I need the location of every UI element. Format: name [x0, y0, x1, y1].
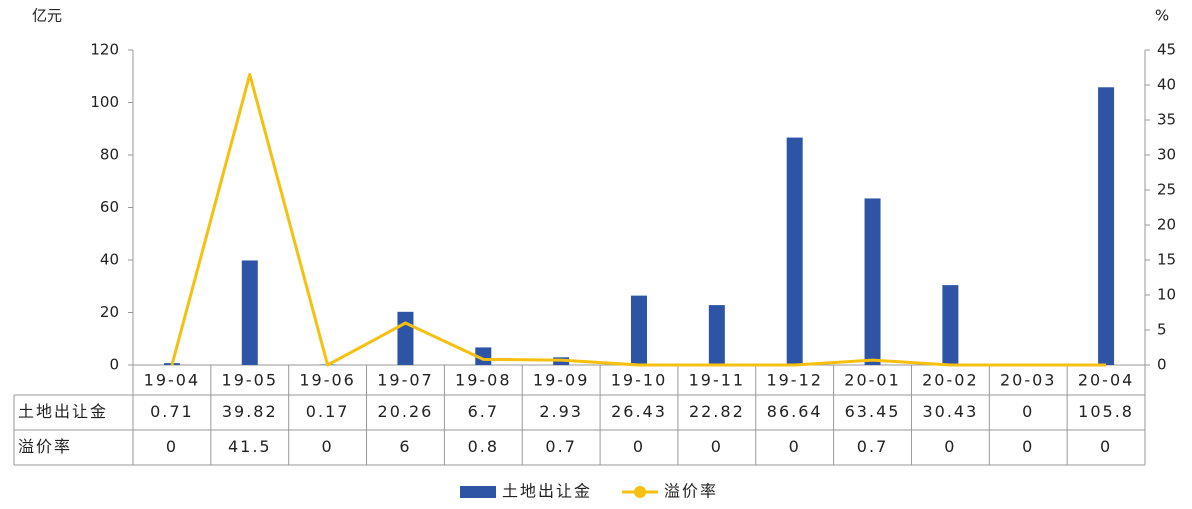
bar — [241, 260, 258, 365]
table-row-label: 土地出让金 — [18, 402, 108, 421]
y-tick-label: 0 — [109, 356, 119, 374]
bar — [397, 311, 414, 365]
y2-tick-label: 25 — [1157, 181, 1176, 199]
bar — [631, 295, 647, 365]
table-cell: 0 — [322, 437, 334, 456]
y2-axis-label: % — [1155, 7, 1169, 25]
table-cell: 41.5 — [228, 437, 272, 456]
table-cell: 0.7 — [545, 437, 576, 456]
table-cell: 0 — [789, 437, 801, 456]
table-cell: 0.7 — [857, 437, 888, 456]
y2-tick-label: 45 — [1157, 41, 1176, 59]
y2-tick-label: 10 — [1157, 286, 1176, 304]
bar — [942, 285, 959, 365]
legend-swatch — [460, 486, 496, 498]
bar — [708, 305, 725, 365]
x-tick-label: 19-09 — [533, 371, 590, 390]
legend-label: 土地出让金 — [502, 482, 592, 501]
y2-tick-label: 0 — [1157, 356, 1167, 374]
y-axis-label: 亿元 — [32, 7, 62, 25]
table-cell: 0 — [1022, 402, 1034, 421]
bar — [864, 198, 881, 365]
table-cell: 0.17 — [306, 402, 350, 421]
y2-tick-label: 15 — [1157, 251, 1176, 269]
y-tick-label: 100 — [90, 93, 119, 111]
y-tick-label: 20 — [100, 303, 119, 321]
table-cell: 6.7 — [468, 402, 499, 421]
x-tick-label: 20-01 — [844, 371, 901, 390]
x-tick-label: 20-04 — [1078, 371, 1135, 390]
x-tick-label: 19-05 — [222, 371, 279, 390]
x-tick-label: 19-06 — [299, 371, 356, 390]
table-cell: 22.82 — [689, 402, 745, 421]
table-cell: 0.71 — [150, 402, 194, 421]
line — [170, 73, 1107, 367]
table-cell: 0 — [1022, 437, 1034, 456]
x-tick-label: 19-08 — [455, 371, 512, 390]
x-tick-label: 20-03 — [1000, 371, 1057, 390]
x-tick-label: 19-04 — [144, 371, 201, 390]
x-tick-label: 20-02 — [922, 371, 979, 390]
legend-label: 溢价率 — [664, 482, 718, 501]
table-cell: 39.82 — [222, 402, 278, 421]
table-row-label: 溢价率 — [18, 437, 72, 456]
bar — [786, 137, 803, 365]
table-cell: 0 — [944, 437, 956, 456]
table-cell: 0 — [166, 437, 178, 456]
table-cell: 63.45 — [845, 402, 901, 421]
y-tick-label: 80 — [100, 146, 119, 164]
x-tick-label: 19-07 — [377, 371, 434, 390]
table-cell: 105.8 — [1078, 402, 1134, 421]
y-tick-label: 60 — [100, 198, 119, 216]
table-cell: 20.26 — [378, 402, 434, 421]
y-tick-label: 120 — [90, 41, 119, 59]
y2-tick-label: 35 — [1157, 111, 1176, 129]
table-cell: 30.43 — [922, 402, 978, 421]
table-cell: 86.64 — [767, 402, 823, 421]
y2-tick-label: 5 — [1157, 321, 1167, 339]
legend-swatch — [634, 486, 647, 498]
table-cell: 0 — [1100, 437, 1112, 456]
y2-tick-label: 20 — [1157, 216, 1176, 234]
bar — [1098, 87, 1115, 366]
x-tick-label: 19-10 — [611, 371, 668, 390]
table-cell: 2.93 — [539, 402, 583, 421]
y2-tick-label: 30 — [1157, 146, 1176, 164]
table-cell: 0 — [711, 437, 723, 456]
y-tick-label: 40 — [100, 251, 119, 269]
y2-tick-label: 40 — [1157, 76, 1176, 94]
table-cell: 0.8 — [468, 437, 499, 456]
x-tick-label: 19-11 — [689, 371, 746, 390]
table-cell: 26.43 — [611, 402, 667, 421]
x-tick-label: 19-12 — [766, 371, 823, 390]
table-cell: 0 — [633, 437, 645, 456]
table-cell: 6 — [399, 437, 411, 456]
